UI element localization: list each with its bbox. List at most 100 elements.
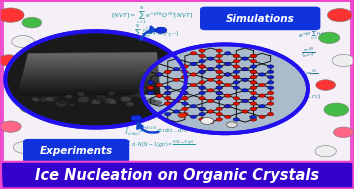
Circle shape xyxy=(216,81,222,84)
Circle shape xyxy=(268,70,274,74)
Circle shape xyxy=(104,98,115,103)
Circle shape xyxy=(224,105,231,108)
Circle shape xyxy=(182,112,188,116)
Circle shape xyxy=(201,118,213,124)
Circle shape xyxy=(199,70,205,74)
Circle shape xyxy=(199,86,205,89)
Circle shape xyxy=(233,75,240,79)
Circle shape xyxy=(90,101,96,104)
Circle shape xyxy=(199,65,205,68)
Circle shape xyxy=(259,115,265,119)
Circle shape xyxy=(242,78,248,81)
Circle shape xyxy=(224,94,231,97)
Circle shape xyxy=(5,31,186,128)
Circle shape xyxy=(199,49,205,52)
Circle shape xyxy=(96,95,105,100)
Circle shape xyxy=(250,102,257,105)
Circle shape xyxy=(190,52,197,55)
Circle shape xyxy=(135,92,145,98)
Circle shape xyxy=(207,57,214,60)
Circle shape xyxy=(224,52,231,55)
Circle shape xyxy=(146,98,156,104)
Circle shape xyxy=(259,94,265,97)
Circle shape xyxy=(250,75,257,79)
Circle shape xyxy=(259,83,265,87)
Circle shape xyxy=(7,78,32,92)
Text: $\frac{dp^Ndr^N}{...}$: $\frac{dp^Ndr^N}{...}$ xyxy=(301,11,319,23)
Text: $\sum_{i=1}^{N}\frac{p_i^2}{2m_i}+U(r_1\!\cdots)$: $\sum_{i=1}^{N}\frac{p_i^2}{2m_i}+U(r_1\… xyxy=(132,24,179,44)
Circle shape xyxy=(250,60,257,63)
Circle shape xyxy=(190,62,197,66)
Circle shape xyxy=(121,97,129,101)
Circle shape xyxy=(182,86,188,89)
Text: $f_d\!\!=\!\!\frac{f_d}{...}$: $f_d\!\!=\!\!\frac{f_d}{...}$ xyxy=(301,68,319,79)
Circle shape xyxy=(199,107,205,111)
FancyBboxPatch shape xyxy=(200,7,320,30)
Circle shape xyxy=(242,67,248,71)
Circle shape xyxy=(199,81,205,84)
Circle shape xyxy=(182,91,188,95)
Circle shape xyxy=(182,75,188,79)
Circle shape xyxy=(327,9,352,22)
Circle shape xyxy=(138,88,146,92)
Circle shape xyxy=(233,75,240,79)
Text: $\int_{d\tau N}e^{-\beta U(r_1,\ldots,r_N)}$: $\int_{d\tau N}e^{-\beta U(r_1,\ldots,r_… xyxy=(121,69,170,84)
Circle shape xyxy=(319,32,340,43)
Circle shape xyxy=(199,54,205,58)
Text: $\overline{Z(N)}\cdot d\cdot N(N-1)g(r)=\frac{N(N-1)g(r)}{...}$: $\overline{Z(N)}\cdot d\cdot N(N-1)g(r)=… xyxy=(116,139,195,150)
Circle shape xyxy=(316,80,336,90)
Circle shape xyxy=(178,113,187,118)
Circle shape xyxy=(155,27,167,33)
Circle shape xyxy=(199,86,205,89)
Circle shape xyxy=(207,78,214,81)
Circle shape xyxy=(182,65,188,68)
Circle shape xyxy=(250,70,257,74)
Text: Simulations: Simulations xyxy=(226,14,295,23)
Circle shape xyxy=(49,101,57,105)
Text: $e^{-\beta(\sum_{i=1}^N\hat{H}_i)}$: $e^{-\beta(\sum_{i=1}^N\hat{H}_i)}$ xyxy=(298,25,325,43)
Circle shape xyxy=(268,91,274,95)
Circle shape xyxy=(224,105,231,108)
Circle shape xyxy=(207,110,214,113)
Text: $e^{-\beta U(r_1,\ldots,r_N)}d$: $e^{-\beta U(r_1,\ldots,r_N)}d$ xyxy=(125,59,165,68)
Circle shape xyxy=(110,100,117,104)
Circle shape xyxy=(199,65,205,68)
Circle shape xyxy=(173,110,179,113)
Circle shape xyxy=(182,107,188,111)
Circle shape xyxy=(216,49,222,52)
Circle shape xyxy=(207,89,214,92)
Circle shape xyxy=(190,83,197,87)
Circle shape xyxy=(268,102,274,105)
Circle shape xyxy=(173,67,179,71)
Circle shape xyxy=(165,97,171,100)
Text: $p(1\ldots)\cdot N(N-1)=\int_{d\tau}\ldots N(N-1)$: $p(1\ldots)\cdot N(N-1)=\int_{d\tau}\ldo… xyxy=(106,109,191,122)
Circle shape xyxy=(216,91,222,95)
Text: $\frac{1}{\Lambda^{3N}}\cdot Z(N)\rho(N)$: $\frac{1}{\Lambda^{3N}}\cdot Z(N)\rho(N)… xyxy=(121,42,162,54)
Circle shape xyxy=(216,86,222,89)
Circle shape xyxy=(250,54,257,58)
Circle shape xyxy=(57,99,67,104)
Circle shape xyxy=(147,86,154,89)
Circle shape xyxy=(250,75,257,79)
Circle shape xyxy=(65,95,73,98)
Circle shape xyxy=(250,86,257,89)
Circle shape xyxy=(216,97,222,100)
Text: Ice Nucleation on Organic Crystals: Ice Nucleation on Organic Crystals xyxy=(35,168,319,183)
Circle shape xyxy=(324,103,349,116)
Circle shape xyxy=(165,91,171,95)
FancyBboxPatch shape xyxy=(23,139,129,163)
Circle shape xyxy=(190,62,197,66)
Circle shape xyxy=(250,97,257,100)
Circle shape xyxy=(165,70,171,74)
Circle shape xyxy=(199,91,205,95)
Circle shape xyxy=(199,107,205,111)
Circle shape xyxy=(0,55,19,66)
Circle shape xyxy=(165,70,171,74)
Circle shape xyxy=(156,94,162,97)
Circle shape xyxy=(190,115,197,119)
Circle shape xyxy=(199,118,205,121)
Circle shape xyxy=(165,102,171,105)
Circle shape xyxy=(131,115,142,121)
Circle shape xyxy=(250,81,257,84)
FancyBboxPatch shape xyxy=(4,2,350,163)
